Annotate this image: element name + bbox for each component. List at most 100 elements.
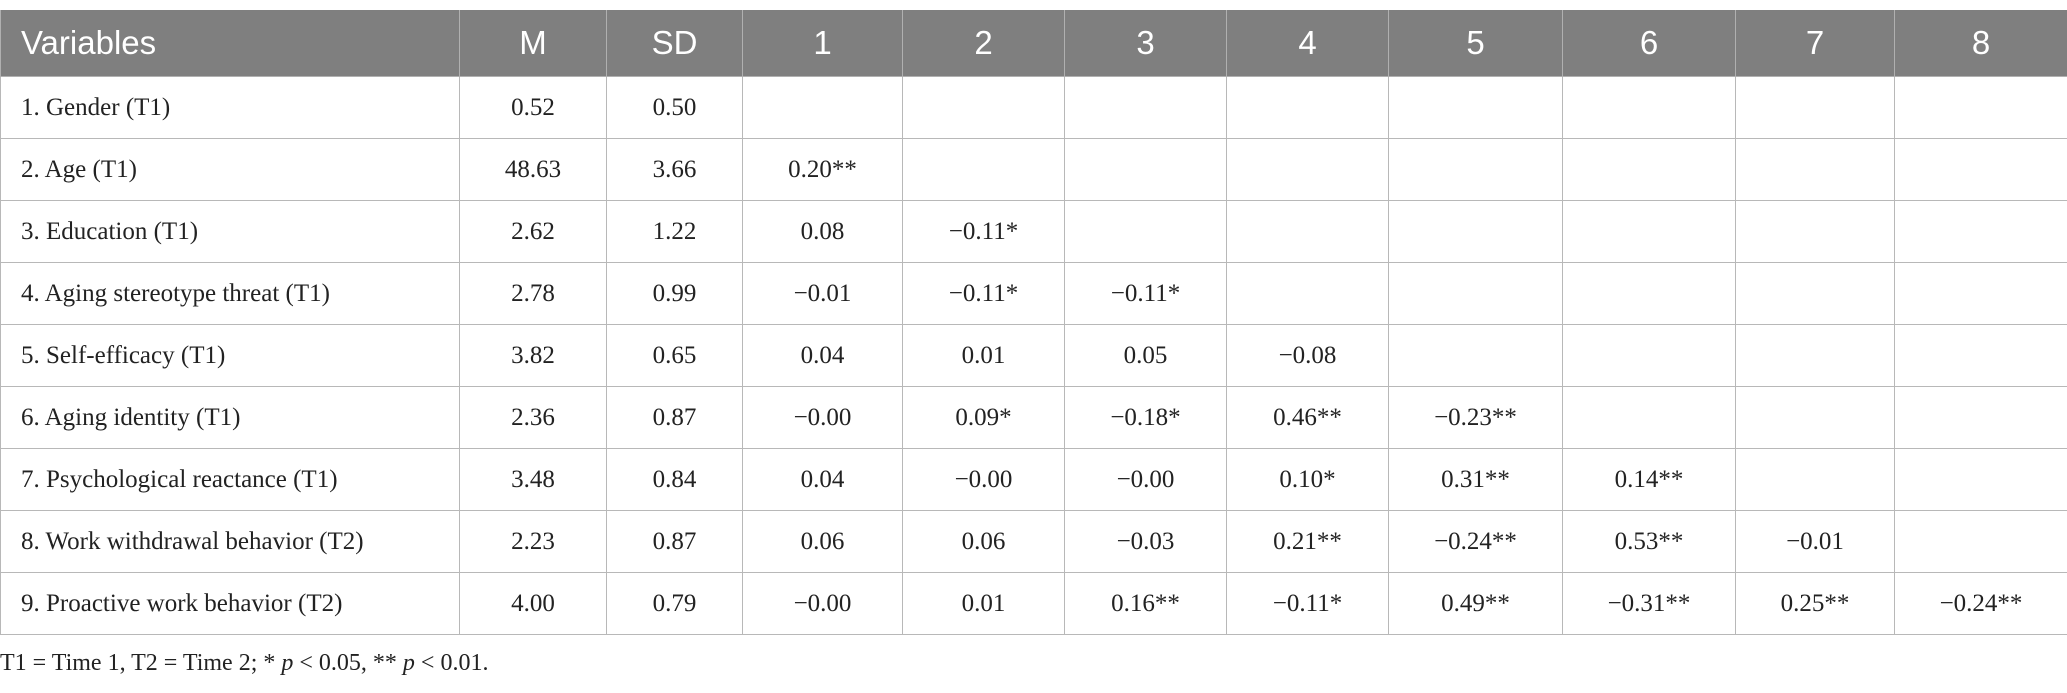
empty-cell [1562,386,1736,449]
table-row: 9. Proactive work behavior (T2) 4.00 0.79−… [0,572,2067,635]
table-row: 4. Aging stereotype threat (T1) 2.78 0.99−… [0,262,2067,325]
empty-cell [1562,138,1736,201]
header-cell: 5 [1388,10,1563,77]
correlation-cell: −0.00 [902,448,1065,511]
footnote-part: p [402,650,415,676]
sd-cell: 0.84 [606,448,743,511]
correlation-table: Variables M SD 1 2 3 4 5 6 7 8 1. Gender (T1) 0.52 0… [0,10,2067,635]
footnote-part: < 0.05, ** [293,650,403,676]
correlation-cell: 0.53** [1562,510,1736,573]
empty-cell [1562,200,1736,263]
variable-cell: 8. Work withdrawal behavior (T2) [0,510,460,573]
correlation-cell: −0.24** [1894,572,2067,635]
empty-cell [1735,76,1895,139]
empty-cell [1894,324,2067,387]
correlation-cell: 0.08 [742,200,903,263]
table-row: 2. Age (T1) 48.63 3.66 0.20** [0,138,2067,201]
correlation-cell: −0.01 [1735,510,1895,573]
variable-cell: 9. Proactive work behavior (T2) [0,572,460,635]
correlation-cell: −0.24** [1388,510,1563,573]
table-row: 8. Work withdrawal behavior (T2) 2.23 0.87… [0,510,2067,573]
empty-cell [1226,76,1389,139]
sd-cell: 0.99 [606,262,743,325]
variable-cell: 3. Education (T1) [0,200,460,263]
table-row: 7. Psychological reactance (T1) 3.48 0.84 0… [0,448,2067,511]
header-cell: 7 [1735,10,1895,77]
correlation-cell: −0.00 [1064,448,1227,511]
table-row: 5. Self-efficacy (T1) 3.82 0.65 0.04 0.01 0.0… [0,324,2067,387]
correlation-cell: −0.23** [1388,386,1563,449]
correlation-cell: −0.11* [1226,572,1389,635]
table-row: 6. Aging identity (T1) 2.36 0.87 −0.00 0.09*… [0,386,2067,449]
correlation-cell: 0.46** [1226,386,1389,449]
empty-cell [1226,262,1389,325]
correlation-cell: −0.11* [1064,262,1227,325]
variable-cell: 2. Age (T1) [0,138,460,201]
variable-cell: 6. Aging identity (T1) [0,386,460,449]
mean-cell: 2.62 [459,200,607,263]
correlation-cell: 0.25** [1735,572,1895,635]
header-cell: 3 [1064,10,1227,77]
mean-cell: 3.82 [459,324,607,387]
footnote: T1 = Time 1, T2 = Time 2; * p < 0.05, **… [0,650,488,677]
correlation-cell: 0.09* [902,386,1065,449]
correlation-cell: −0.00 [742,386,903,449]
correlation-cell: 0.31** [1388,448,1563,511]
empty-cell [1064,200,1227,263]
sd-cell: 0.87 [606,386,743,449]
variable-cell: 7. Psychological reactance (T1) [0,448,460,511]
correlation-cell: 0.20** [742,138,903,201]
sd-cell: 3.66 [606,138,743,201]
sd-cell: 0.87 [606,510,743,573]
empty-cell [742,76,903,139]
empty-cell [1388,76,1563,139]
correlation-cell: −0.31** [1562,572,1736,635]
header-cell: 6 [1562,10,1736,77]
mean-cell: 2.78 [459,262,607,325]
correlation-cell: 0.04 [742,324,903,387]
header-row: Variables M SD 1 2 3 4 5 6 7 8 [0,10,2067,77]
empty-cell [1388,138,1563,201]
header-cell: Variables [0,10,460,77]
empty-cell [1894,76,2067,139]
sd-cell: 0.65 [606,324,743,387]
correlation-cell: 0.14** [1562,448,1736,511]
header-cell: 2 [902,10,1065,77]
table-body: 1. Gender (T1) 0.52 0.50 2. Age (T1) 48.63 3.… [0,76,2067,635]
variable-cell: 1. Gender (T1) [0,76,460,139]
correlation-cell: 0.16** [1064,572,1227,635]
sd-cell: 0.50 [606,76,743,139]
correlation-cell: 0.06 [742,510,903,573]
empty-cell [1735,324,1895,387]
empty-cell [1894,448,2067,511]
sd-cell: 1.22 [606,200,743,263]
correlation-cell: −0.11* [902,262,1065,325]
correlation-cell: 0.10* [1226,448,1389,511]
correlation-cell: 0.04 [742,448,903,511]
empty-cell [1388,262,1563,325]
header-cell: SD [606,10,743,77]
correlation-cell: −0.00 [742,572,903,635]
empty-cell [902,76,1065,139]
empty-cell [1562,76,1736,139]
empty-cell [1894,510,2067,573]
correlation-cell: −0.01 [742,262,903,325]
empty-cell [1735,262,1895,325]
correlation-cell: 0.01 [902,572,1065,635]
empty-cell [1226,200,1389,263]
variable-cell: 5. Self-efficacy (T1) [0,324,460,387]
correlation-cell: 0.06 [902,510,1065,573]
correlation-cell: 0.21** [1226,510,1389,573]
correlation-cell: −0.11* [902,200,1065,263]
empty-cell [1894,200,2067,263]
empty-cell [1894,262,2067,325]
sd-cell: 0.79 [606,572,743,635]
empty-cell [1562,262,1736,325]
variable-cell: 4. Aging stereotype threat (T1) [0,262,460,325]
empty-cell [1226,138,1389,201]
header-cell: M [459,10,607,77]
empty-cell [902,138,1065,201]
empty-cell [1388,324,1563,387]
correlation-cell: −0.08 [1226,324,1389,387]
